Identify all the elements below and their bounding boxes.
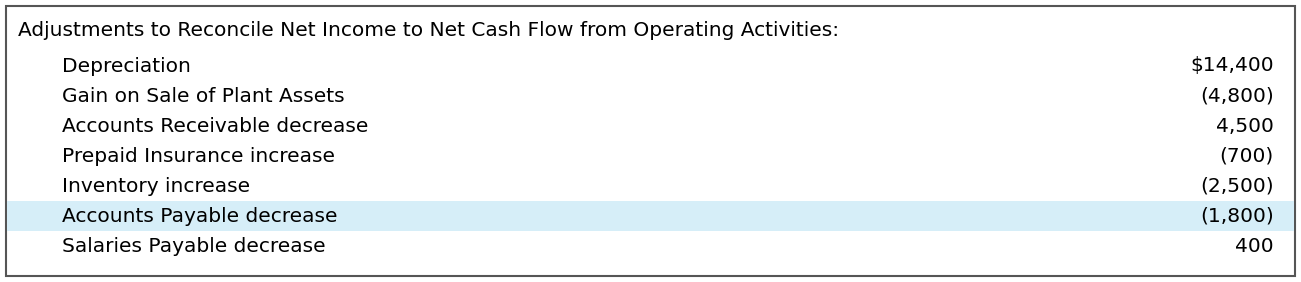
- Text: Salaries Payable decrease: Salaries Payable decrease: [62, 237, 327, 255]
- Text: Gain on Sale of Plant Assets: Gain on Sale of Plant Assets: [62, 87, 345, 105]
- Text: 4,500: 4,500: [1216, 116, 1274, 135]
- Text: Adjustments to Reconcile Net Income to Net Cash Flow from Operating Activities:: Adjustments to Reconcile Net Income to N…: [18, 21, 839, 39]
- Text: (1,800): (1,800): [1200, 206, 1274, 226]
- Text: (2,500): (2,500): [1200, 177, 1274, 195]
- Text: Prepaid Insurance increase: Prepaid Insurance increase: [62, 147, 336, 166]
- Text: Accounts Receivable decrease: Accounts Receivable decrease: [62, 116, 368, 135]
- Text: 400: 400: [1235, 237, 1274, 255]
- Text: $14,400: $14,400: [1190, 56, 1274, 76]
- Bar: [7, 201, 1294, 231]
- Text: Inventory increase: Inventory increase: [62, 177, 251, 195]
- Text: Depreciation: Depreciation: [62, 56, 191, 76]
- Text: (4,800): (4,800): [1200, 87, 1274, 105]
- Text: Accounts Payable decrease: Accounts Payable decrease: [62, 206, 338, 226]
- Text: (700): (700): [1219, 147, 1274, 166]
